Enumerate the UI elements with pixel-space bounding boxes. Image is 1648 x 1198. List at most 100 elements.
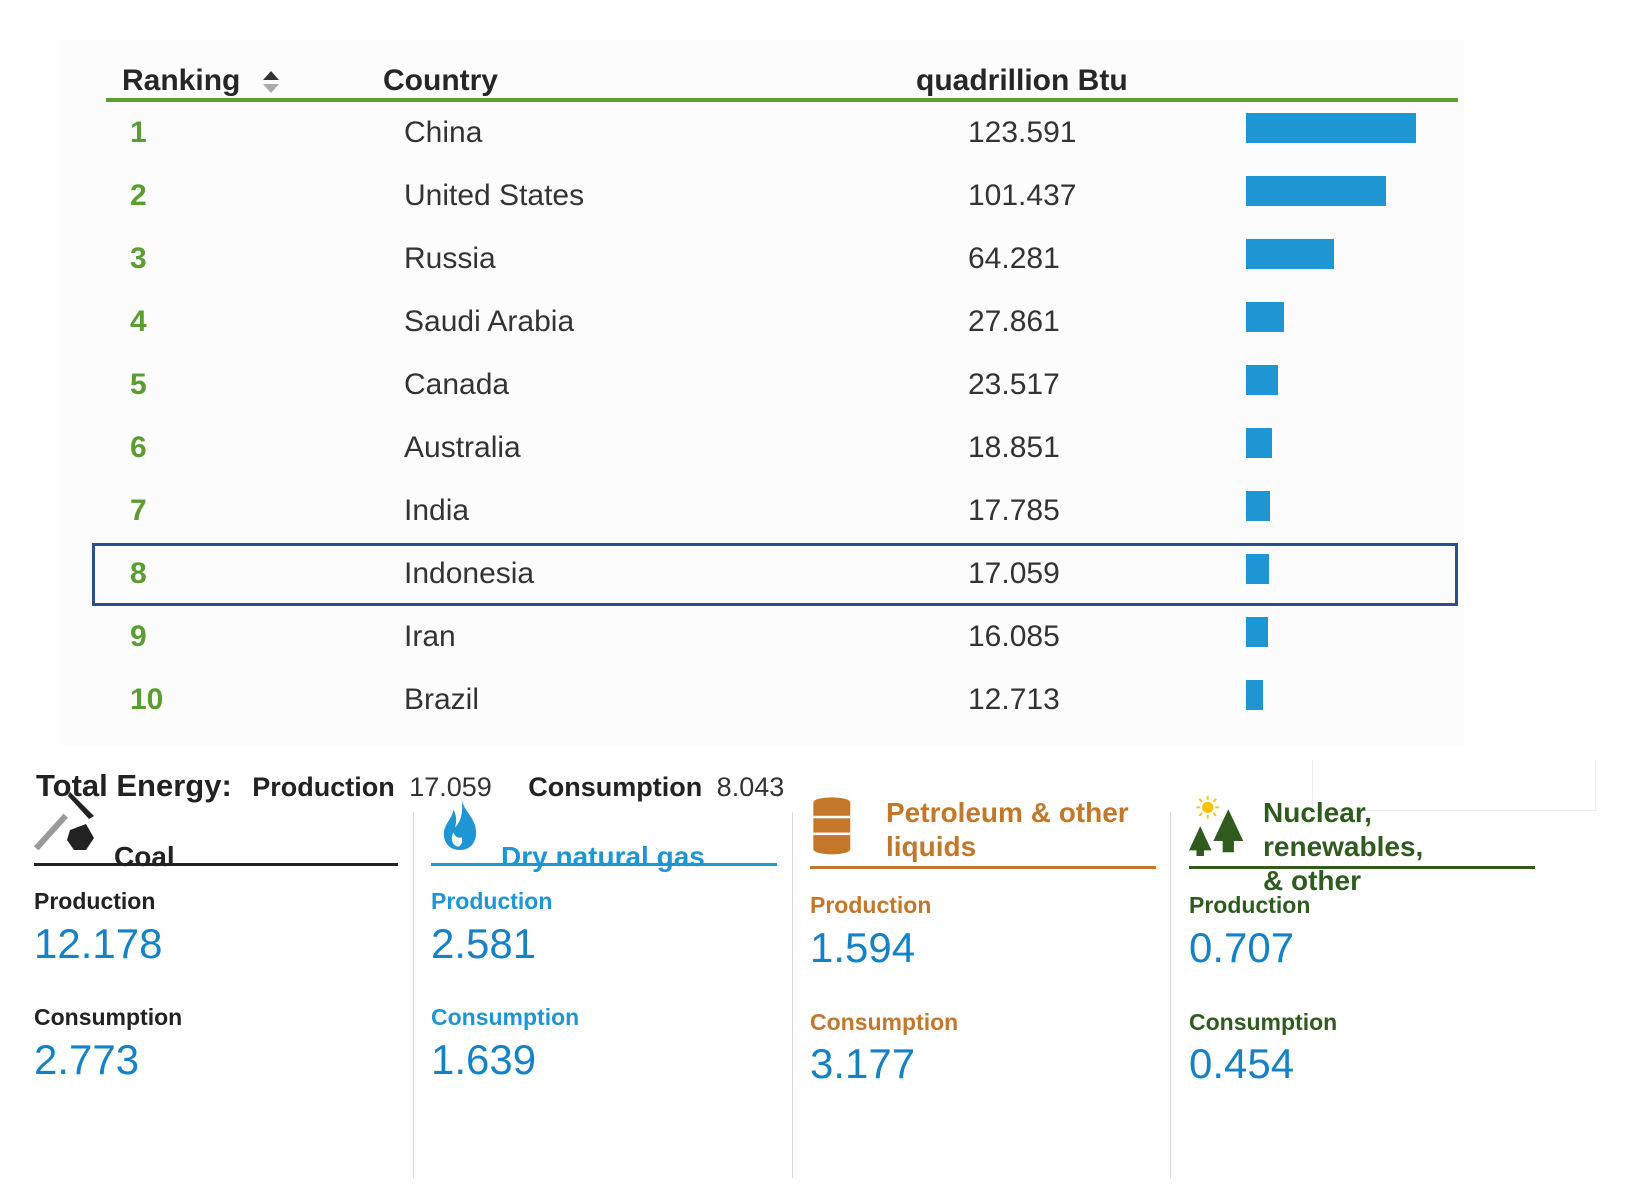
value-bar xyxy=(1246,617,1268,647)
value-column-header: quadrillion Btu xyxy=(916,64,1128,97)
value-bar xyxy=(1246,491,1270,521)
pickaxe-coal-icon xyxy=(34,792,94,851)
value-bar xyxy=(1246,680,1263,710)
card-separator xyxy=(792,812,793,1178)
coal-consumption-label: Consumption xyxy=(34,1004,183,1030)
value-bar xyxy=(1246,239,1334,269)
coal-rule xyxy=(34,863,398,866)
country-column-header: Country xyxy=(383,64,498,97)
rank-cell: 10 xyxy=(130,683,164,716)
natural-gas-consumption-value: 1.639 xyxy=(431,1036,537,1083)
country-cell: Canada xyxy=(404,368,510,401)
nuclear-renewables-production-label: Production xyxy=(1189,892,1311,918)
coal-production-value: 12.178 xyxy=(34,920,163,967)
total-production-value: 17.059 xyxy=(409,772,492,802)
table-row[interactable]: 3 Russia 64.281 xyxy=(92,228,1458,291)
value-cell: 27.861 xyxy=(968,305,1060,338)
card-separator xyxy=(413,812,414,1178)
value-cell: 17.785 xyxy=(968,494,1060,527)
header-rule xyxy=(106,98,1458,102)
country-cell: Saudi Arabia xyxy=(404,305,575,338)
coal-title: Coal xyxy=(114,841,175,872)
flame-icon xyxy=(443,798,477,850)
value-cell: 18.851 xyxy=(968,431,1060,464)
petroleum-consumption-value: 3.177 xyxy=(810,1040,916,1087)
nuclear-renewables-card: Nuclear, renewables, & other Production … xyxy=(1189,796,1535,1178)
rank-cell: 2 xyxy=(130,179,147,212)
empty-box xyxy=(1312,760,1596,811)
rank-cell: 1 xyxy=(130,116,147,149)
coal-card: Coal Production 12.178 Consumption 2.773 xyxy=(34,792,398,1178)
ranking-column-header[interactable]: Ranking xyxy=(122,64,281,98)
petroleum-consumption-label: Consumption xyxy=(810,1009,959,1035)
value-cell: 17.059 xyxy=(968,557,1060,590)
total-consumption-label: Consumption xyxy=(528,772,703,802)
petroleum-title-line-2: liquids xyxy=(886,831,977,862)
country-cell: Iran xyxy=(404,620,456,653)
oil-barrel-icon xyxy=(813,797,851,855)
table-row[interactable]: 4 Saudi Arabia 27.861 xyxy=(92,291,1458,354)
nuclear-renewables-title-line-1: Nuclear, renewables, xyxy=(1263,797,1424,862)
natural-gas-rule xyxy=(431,863,777,866)
country-cell: India xyxy=(404,494,470,527)
natural-gas-consumption-label: Consumption xyxy=(431,1004,580,1030)
value-cell: 101.437 xyxy=(968,179,1077,212)
value-cell: 12.713 xyxy=(968,683,1060,716)
rank-cell: 7 xyxy=(130,494,147,527)
nuclear-renewables-production-value: 0.707 xyxy=(1189,924,1295,971)
sun-trees-icon xyxy=(1189,796,1244,856)
natural-gas-title: Dry natural gas xyxy=(501,841,705,872)
country-cell: United States xyxy=(404,179,585,212)
petroleum-title-line-1: Petroleum & other xyxy=(886,797,1129,828)
value-cell: 123.591 xyxy=(968,116,1077,149)
table-header: Ranking Country quadrillion Btu xyxy=(106,40,1458,102)
value-bar xyxy=(1246,176,1386,206)
country-cell: Brazil xyxy=(404,683,480,716)
petroleum-rule xyxy=(810,866,1156,869)
natural-gas-card: Dry natural gas Production 2.581 Consump… xyxy=(431,798,777,1178)
country-cell: China xyxy=(404,116,483,149)
value-bar xyxy=(1246,365,1278,395)
table-row[interactable]: 6 Australia 18.851 xyxy=(92,417,1458,480)
table-row[interactable]: 1 China 123.591 xyxy=(92,102,1458,165)
rank-cell: 6 xyxy=(130,431,147,464)
nuclear-renewables-title: Nuclear, renewables, & other xyxy=(1263,796,1535,898)
natural-gas-production-value: 2.581 xyxy=(431,920,537,967)
coal-production-label: Production xyxy=(34,888,156,914)
country-cell: Indonesia xyxy=(404,557,535,590)
ranking-rows: 1 China 123.591 2 United States 101.437 3 Russi… xyxy=(92,102,1458,732)
sort-icon[interactable] xyxy=(261,68,281,96)
value-bar xyxy=(1246,554,1269,584)
ranking-table-panel xyxy=(62,40,1464,745)
nuclear-renewables-consumption-label: Consumption xyxy=(1189,1009,1338,1035)
table-row[interactable]: 7 India 17.785 xyxy=(92,480,1458,543)
natural-gas-production-label: Production xyxy=(431,888,553,914)
rank-cell: 5 xyxy=(130,368,147,401)
value-cell: 64.281 xyxy=(968,242,1060,275)
table-row[interactable]: 10 Brazil 12.713 xyxy=(92,669,1458,732)
total-consumption-value: 8.043 xyxy=(716,772,785,802)
total-energy-summary: Total Energy: Production 17.059 Consumpt… xyxy=(36,768,816,808)
table-row[interactable]: 2 United States 101.437 xyxy=(92,165,1458,228)
nuclear-renewables-consumption-value: 0.454 xyxy=(1189,1040,1295,1087)
table-row[interactable]: 5 Canada 23.517 xyxy=(92,354,1458,417)
table-row[interactable]: 9 Iran 16.085 xyxy=(92,606,1458,669)
energy-source-cards: Coal Production 12.178 Consumption 2.773… xyxy=(0,792,1648,1180)
value-bar xyxy=(1246,113,1416,143)
nuclear-renewables-title-line-2: & other xyxy=(1263,865,1361,896)
nuclear-renewables-rule xyxy=(1189,866,1535,869)
petroleum-production-label: Production xyxy=(810,892,932,918)
value-cell: 16.085 xyxy=(968,620,1060,653)
value-bar xyxy=(1246,428,1272,458)
petroleum-card: Petroleum & other liquids Production 1.5… xyxy=(810,797,1156,1178)
value-bar xyxy=(1246,302,1284,332)
card-separator xyxy=(1170,812,1171,1178)
value-cell: 23.517 xyxy=(968,368,1060,401)
total-energy-title: Total Energy: xyxy=(36,768,232,803)
rank-cell: 9 xyxy=(130,620,147,653)
coal-consumption-value: 2.773 xyxy=(34,1036,140,1083)
rank-cell: 4 xyxy=(130,305,147,338)
table-row[interactable]: 8 Indonesia 17.059 xyxy=(92,543,1458,606)
rank-cell: 8 xyxy=(130,557,147,590)
total-production-label: Production xyxy=(252,772,395,802)
